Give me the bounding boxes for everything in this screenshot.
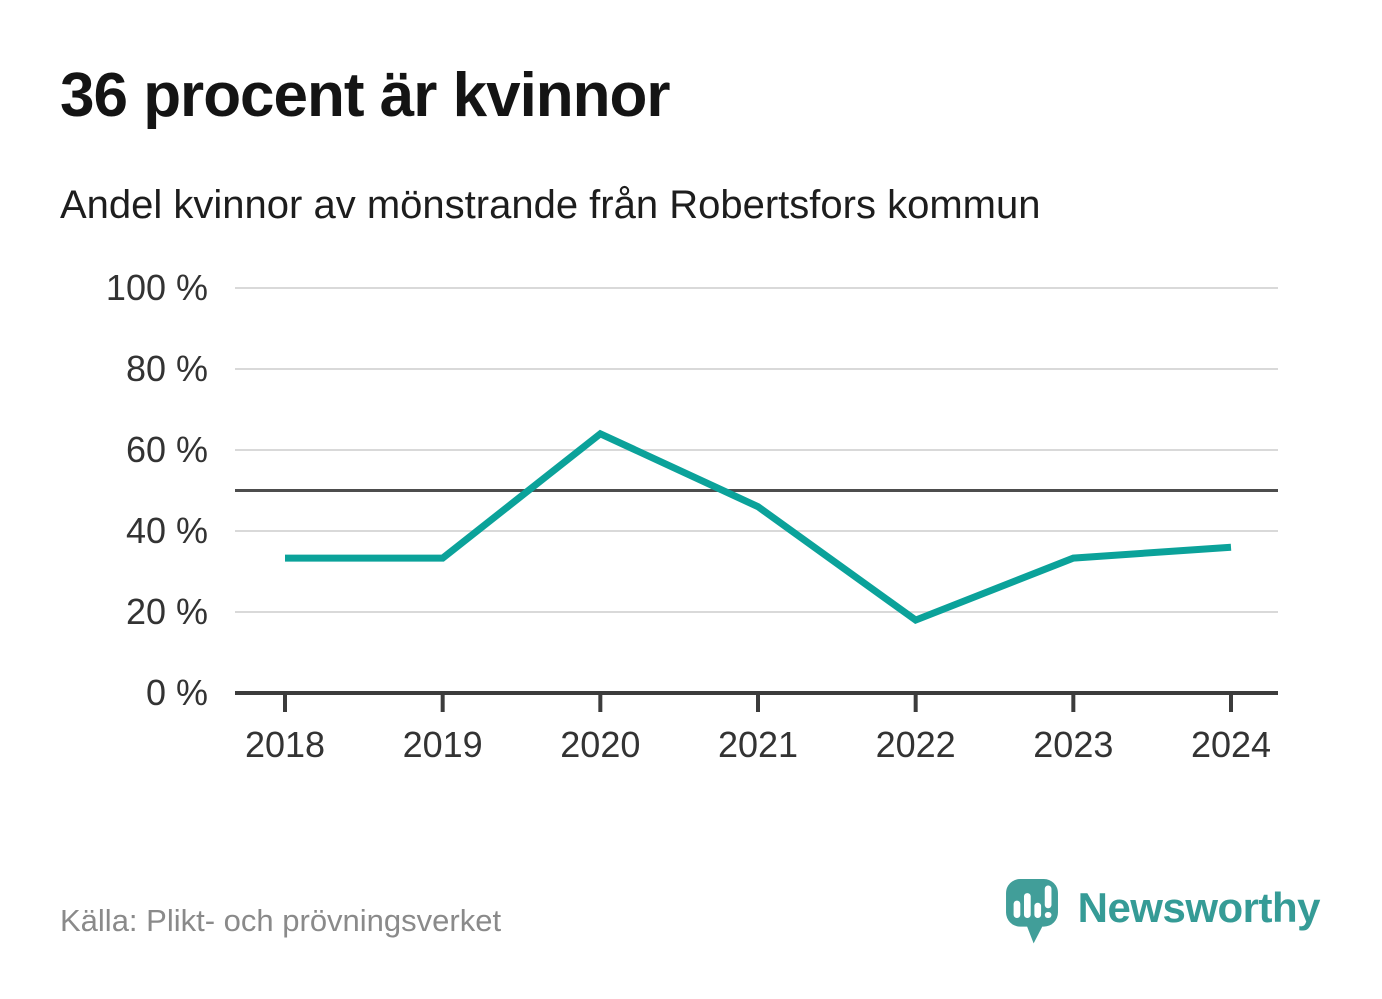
y-tick-label: 80 % [126, 348, 208, 389]
source-note: Källa: Plikt- och prövningsverket [60, 903, 502, 938]
y-tick-label: 0 % [146, 672, 208, 713]
x-tick-label: 2023 [1033, 724, 1113, 765]
y-tick-label: 60 % [126, 429, 208, 470]
logo-bars-icon [1013, 885, 1052, 918]
chart-subtitle: Andel kvinnor av mönstrande från Roberts… [60, 183, 1041, 227]
x-tick-label: 2024 [1191, 724, 1271, 765]
newsworthy-logo-icon [1005, 879, 1058, 944]
y-tick-label: 40 % [126, 510, 208, 551]
x-tick-label: 2021 [718, 724, 798, 765]
page-title: 36 procent är kvinnor [60, 61, 671, 130]
x-tick-label: 2020 [560, 724, 640, 765]
newsworthy-logo: Newsworthy [1005, 877, 1321, 945]
y-tick-label: 100 % [106, 267, 208, 308]
x-tick-label: 2018 [245, 724, 325, 765]
x-tick-label: 2019 [403, 724, 483, 765]
data-line [285, 429, 1232, 625]
brand-name: Newsworthy [1077, 884, 1321, 931]
y-tick-label: 20 % [126, 591, 208, 632]
x-tick-label: 2022 [876, 724, 956, 765]
